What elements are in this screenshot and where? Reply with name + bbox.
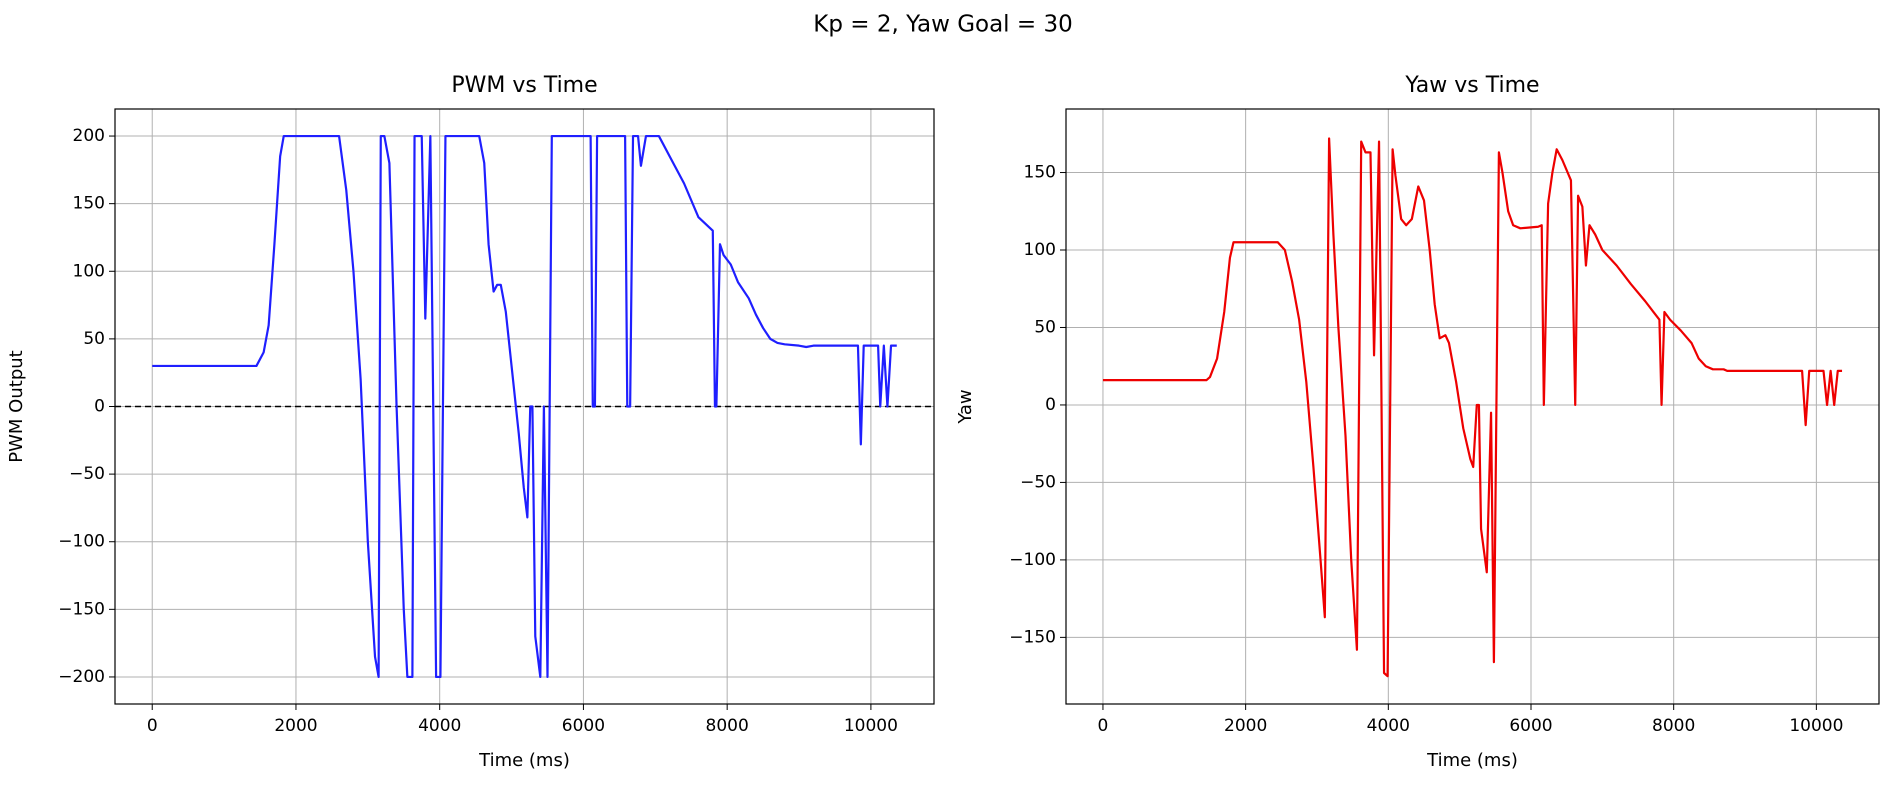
x-tick-label: 2000	[274, 716, 317, 736]
y-tick-label: −150	[1009, 627, 1056, 647]
y-tick-label: 0	[94, 397, 105, 417]
x-tick-label: 10000	[1789, 716, 1843, 736]
subplot: 0 2000 4000 6000 8000 10000 −200 −150 −100 −50 0 50…	[6, 73, 935, 771]
x-tick-label: 8000	[1652, 716, 1695, 736]
subplot-title: Yaw vs Time	[1404, 73, 1539, 98]
x-tick-label: 6000	[1509, 716, 1552, 736]
x-tick-label: 10000	[844, 716, 898, 736]
x-tick-label: 0	[1098, 716, 1109, 736]
axes-frame	[1065, 108, 1880, 705]
x-axis-label: Time (ms)	[478, 750, 570, 771]
y-tick-label: −50	[1020, 472, 1056, 492]
y-tick-label: 150	[73, 194, 105, 214]
y-tick-label: 50	[83, 329, 105, 349]
y-tick-label: 200	[73, 126, 105, 146]
x-axis-label: Time (ms)	[1426, 750, 1518, 771]
x-tick-label: 2000	[1224, 716, 1267, 736]
x-tick-label: 0	[147, 716, 158, 736]
y-tick-label: 100	[1024, 240, 1056, 260]
subplot: 0 2000 4000 6000 8000 10000 −150 −100 −50 0 50 100 1…	[955, 73, 1880, 771]
y-tick-label: −100	[58, 532, 105, 552]
y-tick-label: 0	[1045, 395, 1056, 415]
subplot-title: PWM vs Time	[451, 73, 597, 98]
x-tick-label: 8000	[706, 716, 749, 736]
data-line	[1102, 137, 1843, 678]
y-tick-label: 50	[1034, 317, 1056, 337]
x-tick-label: 6000	[562, 716, 605, 736]
y-tick-label: 100	[73, 261, 105, 281]
y-axis-label: Yaw	[955, 389, 976, 424]
data-line	[152, 134, 897, 679]
y-tick-label: −150	[58, 599, 105, 619]
figure-title: Kp = 2, Yaw Goal = 30	[813, 12, 1072, 38]
x-tick-label: 4000	[1367, 716, 1410, 736]
y-tick-label: −200	[58, 667, 105, 687]
y-axis-label: PWM Output	[6, 350, 27, 462]
axes-frame	[114, 108, 935, 705]
y-tick-label: −100	[1009, 550, 1056, 570]
x-tick-label: 4000	[418, 716, 461, 736]
y-tick-label: −50	[69, 464, 105, 484]
y-tick-label: 150	[1024, 163, 1056, 183]
